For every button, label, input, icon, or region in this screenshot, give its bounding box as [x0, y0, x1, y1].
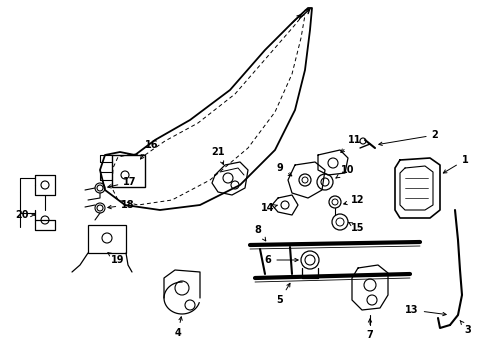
Text: 21: 21: [211, 147, 224, 165]
Text: 5: 5: [276, 283, 289, 305]
Text: 17: 17: [107, 177, 137, 188]
Text: 20: 20: [15, 210, 34, 220]
Text: 4: 4: [174, 317, 182, 338]
Text: 13: 13: [405, 305, 445, 316]
Text: 18: 18: [108, 200, 135, 210]
Text: 11: 11: [340, 135, 361, 152]
Text: 16: 16: [140, 140, 159, 159]
Text: 10: 10: [335, 165, 354, 178]
Text: 1: 1: [443, 155, 468, 173]
Text: 7: 7: [366, 319, 373, 340]
Text: 9: 9: [276, 163, 291, 176]
Text: 19: 19: [108, 253, 124, 265]
Text: 15: 15: [347, 222, 364, 233]
Text: 3: 3: [459, 320, 470, 335]
Bar: [112, 155, 145, 187]
Text: 6: 6: [264, 255, 298, 265]
Bar: [88, 225, 126, 253]
Text: 12: 12: [343, 195, 364, 205]
Text: 14: 14: [261, 203, 277, 213]
Text: 8: 8: [254, 225, 265, 241]
Text: 2: 2: [378, 130, 437, 145]
